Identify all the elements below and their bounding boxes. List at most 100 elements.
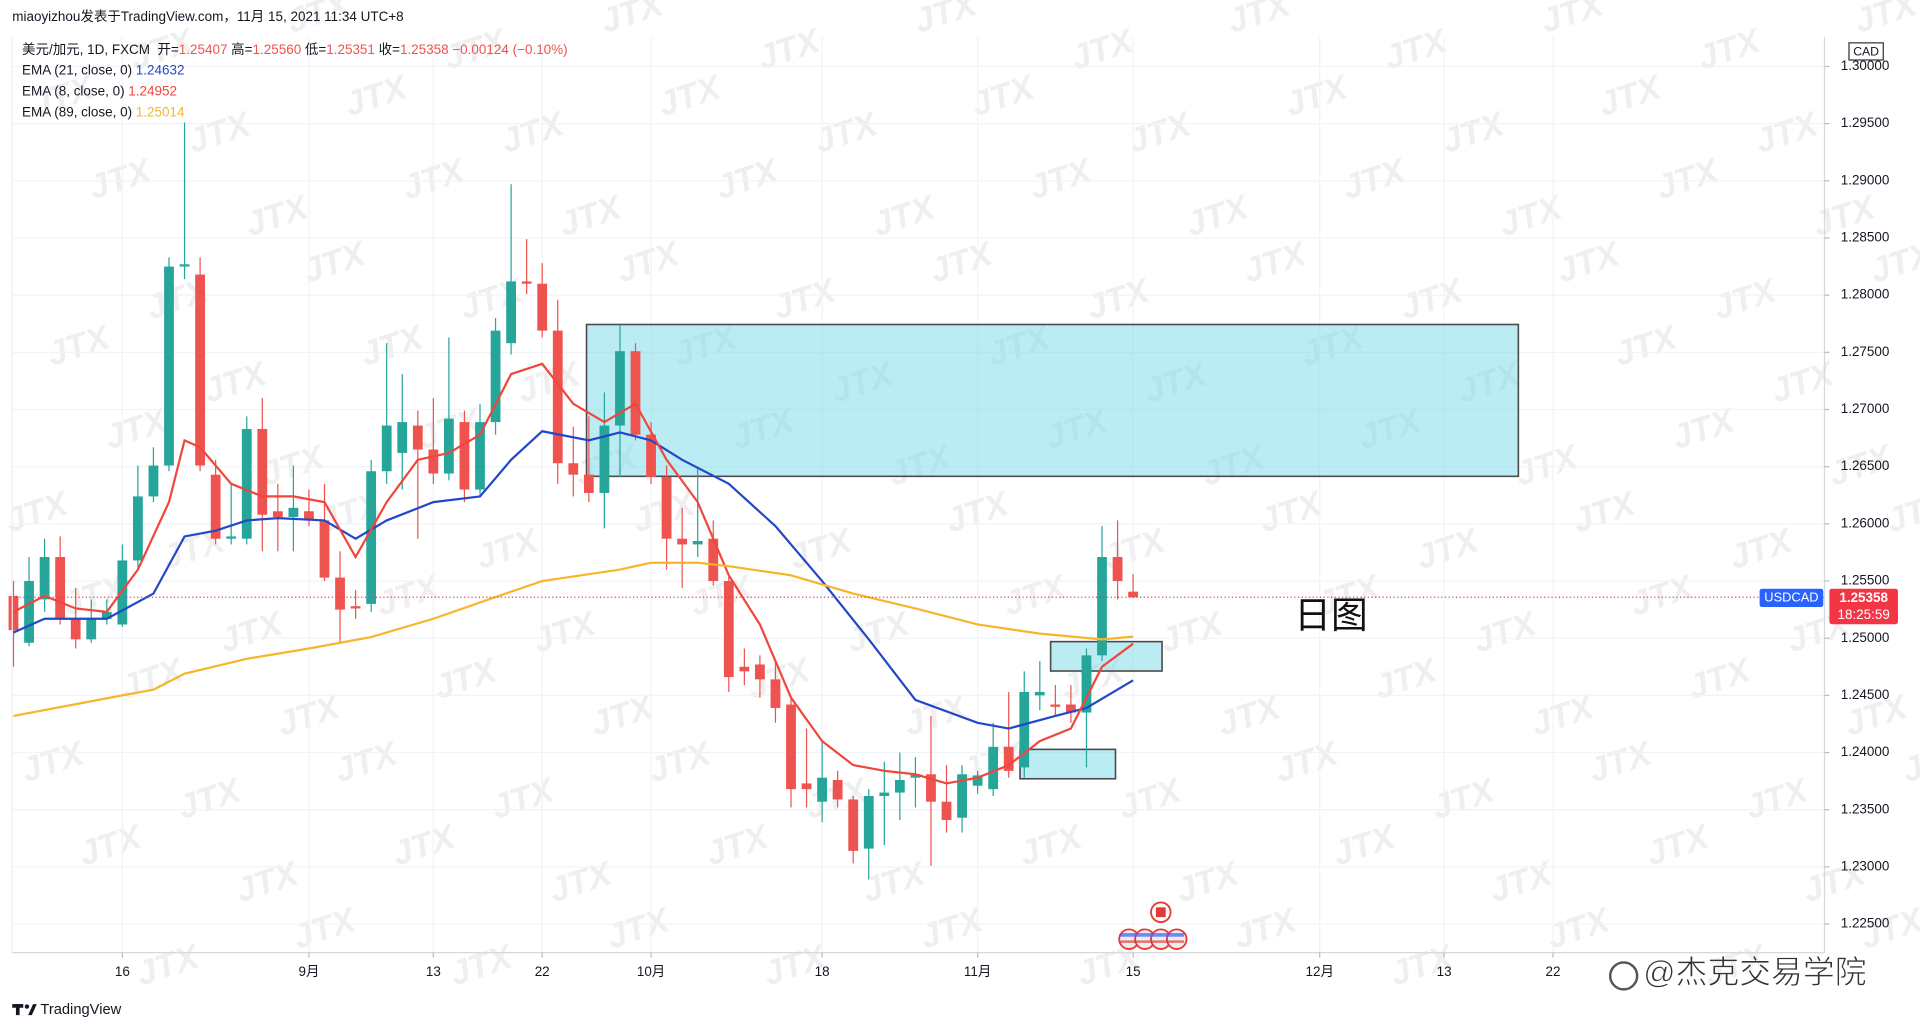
ema-line [12,362,1134,785]
candle-body [786,704,796,790]
ohlc-label: 开= [157,42,179,58]
watermark: JTX [74,817,148,873]
x-tick-label: 13 [426,964,441,979]
watermark: JTX [356,318,430,374]
candle-body [459,422,470,490]
candle-body [988,746,999,790]
candle-body [894,779,905,793]
watermark: JTX [116,651,190,707]
ticker-tag [1759,588,1824,608]
x-tick-label: 10月 [637,964,665,979]
watermark: JTX [810,104,884,160]
axes: 1.22500 1.23000 1.23500 1.24000 1.24500 1.250… [115,58,1898,979]
watermark: JTX [1255,484,1329,540]
ohlc-label: 收= [378,42,400,58]
candle-body [428,449,439,474]
watermark: JTX [1437,104,1511,160]
watermark: JTX [487,771,561,827]
candle-body [39,557,50,600]
candle-body [257,428,268,515]
watermark: JTX [1693,21,1767,77]
candle-body [708,538,719,582]
candle-body [1081,655,1092,713]
y-tick-label: 1.28000 [1841,287,1890,302]
watermark: JTX [1025,151,1099,207]
watermark: JTX [1380,21,1454,77]
watermark: JTX [471,521,545,577]
watermark: JTX [1124,104,1198,160]
ohlc-value: 1.25560 [252,42,302,58]
legend-header: 美元/加元, 1D, FXCM 开=1.25407 高=1.25560 低=1.25… [22,42,571,59]
watermark: JTX [1651,151,1725,207]
watermark: JTX [1584,734,1658,790]
candle-body [319,520,330,578]
change: −0.00124 (−0.10%) [452,42,568,58]
watermark: JTX [1741,771,1815,827]
ohlc-value: 1.25358 [399,42,449,58]
candle-body [381,425,392,472]
watermark: JTX [231,854,305,910]
y-tick-label: 1.24000 [1841,744,1890,759]
watermark: JTX [1898,734,1920,790]
watermark: JTX [1015,817,1089,873]
watermark: JTX [1338,151,1412,207]
x-tick-label: 11月 [964,964,991,979]
x-tick-label: 12月 [1306,964,1334,979]
candle-body [475,422,485,490]
watermark: JTX [1642,817,1716,873]
candle-body [179,264,190,267]
y-tick-label: 1.25000 [1841,630,1890,645]
watermark: JTX [1328,817,1402,873]
candle-body [272,511,283,517]
candle-body [288,507,299,517]
candle-body [366,471,377,604]
x-tick-label: 9月 [298,964,319,979]
candle-body [801,783,812,790]
grid [12,36,1825,953]
candle-body [552,330,563,464]
candle-body [661,476,672,539]
watermark: JTX [445,937,519,993]
watermark: JTX [1098,521,1172,577]
watermark: JTX [1239,234,1313,290]
candle-body [490,330,501,423]
y-tick-label: 1.24500 [1841,687,1890,702]
watermark: JTX [868,188,942,244]
watermark: JTX [1552,234,1626,290]
watermark: JTX [183,104,257,160]
candle-body [226,536,237,539]
candle-body [164,266,174,466]
watermark: JTX [1709,271,1783,327]
watermark: JTX [1171,854,1245,910]
watermark: JTX [1469,604,1543,660]
watermark: JTX [909,0,983,41]
watermark: JTX [84,151,158,207]
watermark: JTX [1271,734,1345,790]
watermark: JTX [1427,771,1501,827]
watermark: JTX [769,271,843,327]
watermark: JTX [654,68,728,124]
watermark: JTX [644,734,718,790]
candle-body [879,792,890,796]
watermark: JTX [1626,567,1700,623]
watermark: JTX [372,567,446,623]
candle-body [1112,557,1123,582]
candle-body [926,774,936,802]
candle-body [770,679,781,708]
candle-body [1097,557,1107,656]
candle-body [848,799,859,851]
top-note: miaoyizhou发表于TradingView.com，11月 15, 202… [12,9,404,25]
y-tick-label: 1.28500 [1841,230,1890,245]
candle-body [941,801,952,821]
x-tick-label: 18 [815,964,830,979]
candle-body [521,281,532,284]
legend-value: 1.24632 [135,63,185,79]
watermark: JTX [1751,104,1825,160]
candle-body [910,774,921,778]
candle-body [1019,691,1030,768]
x-tick-label: 13 [1437,964,1452,979]
watermark: JTX [1411,521,1485,577]
zone-box [585,323,1520,478]
watermark: JTX [1536,0,1610,41]
